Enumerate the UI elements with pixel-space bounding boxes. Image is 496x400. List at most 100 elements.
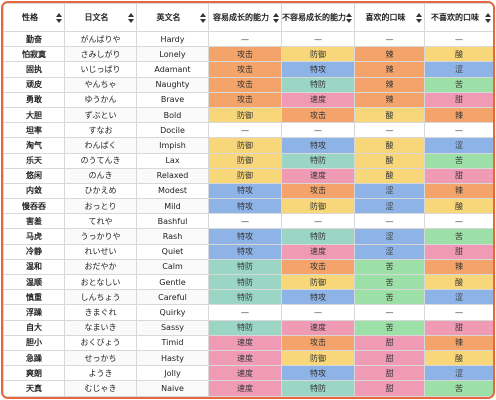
disliked-flavor-cell: 甜 xyxy=(424,243,493,260)
nature-cell: 固执 xyxy=(3,61,65,78)
japanese-name-cell: ゆうかん xyxy=(64,91,137,108)
table-row: 温和 おだやか Calm 特防 攻击苦辣 xyxy=(3,258,493,276)
nature-cell: 勇敢 xyxy=(3,91,65,108)
japanese-name-cell: のんき xyxy=(64,167,137,184)
nature-cell: 天真 xyxy=(3,380,65,397)
disliked-flavor-cell: 涩 xyxy=(424,365,493,382)
japanese-name-cell: ようき xyxy=(64,365,137,382)
liked-flavor-cell: 酸 xyxy=(354,106,425,124)
english-name-cell: Timid xyxy=(136,334,209,351)
liked-flavor-cell: 苦 xyxy=(354,289,425,306)
japanese-name-cell: むじゃき xyxy=(64,380,137,397)
liked-flavor-cell: 涩 xyxy=(354,243,425,260)
liked-flavor-cell: 辣 xyxy=(354,61,425,78)
english-name-cell: Brave xyxy=(136,91,209,108)
nature-cell: 淘气 xyxy=(3,137,65,154)
disliked-flavor-cell: 苦 xyxy=(424,380,493,397)
increased-stat-cell: 特防 xyxy=(208,273,282,291)
decreased-stat-cell: 攻击 xyxy=(281,334,355,351)
increased-stat-cell: — xyxy=(208,30,282,48)
japanese-name-cell: のうてんき xyxy=(64,152,137,169)
disliked-flavor-cell: 辣 xyxy=(424,334,493,351)
liked-flavor-cell: — xyxy=(354,122,425,139)
increased-stat-cell: — xyxy=(208,213,282,230)
nature-cell: 浮躁 xyxy=(3,304,65,321)
nature-table: 性格 日文名 英文名 容易成长的能力 不容易成长的能力 喜欢的口味 不喜欢的口味… xyxy=(3,3,493,397)
table-row: 大胆 ずぶとい Bold 防御 攻击酸辣 xyxy=(3,106,493,124)
increased-stat-cell: 防御 xyxy=(208,167,282,184)
sort-icon[interactable] xyxy=(56,12,62,23)
column-header-liked-flavor[interactable]: 喜欢的口味 xyxy=(354,3,425,32)
column-header-increased-stat[interactable]: 容易成长的能力 xyxy=(208,3,282,32)
japanese-name-cell: きまぐれ xyxy=(64,304,137,321)
liked-flavor-cell: 甜 xyxy=(354,349,425,367)
table-row: 天真 むじゃき Naive 速度 特防甜苦 xyxy=(3,380,493,397)
column-header-english-name[interactable]: 英文名 xyxy=(136,3,209,32)
liked-flavor-cell: 涩 xyxy=(354,182,425,200)
nature-cell: 悠闲 xyxy=(3,167,65,184)
sort-icon[interactable] xyxy=(128,12,134,23)
english-name-cell: Lonely xyxy=(136,46,209,63)
table-row: 浮躁 きまぐれ Quirky — — — — xyxy=(3,304,493,321)
japanese-name-cell: おだやか xyxy=(64,258,137,276)
column-header-decreased-stat[interactable]: 不容易成长的能力 xyxy=(281,3,355,32)
sort-icon[interactable] xyxy=(416,12,422,23)
sort-icon[interactable] xyxy=(200,12,206,23)
table-row: 坦率 すなお Docile — — — — xyxy=(3,122,493,139)
japanese-name-cell: なまいき xyxy=(64,319,137,336)
liked-flavor-cell: — xyxy=(354,395,425,397)
liked-flavor-cell: 涩 xyxy=(354,228,425,245)
table-row: 顽皮 やんちゃ Naughty 攻击 特防辣苦 xyxy=(3,76,493,93)
table-row: 冷静 れいせい Quiet 特攻 速度涩甜 xyxy=(3,243,493,260)
disliked-flavor-cell: 甜 xyxy=(424,91,493,108)
english-name-cell: Hardy xyxy=(136,30,209,48)
increased-stat-cell: 防御 xyxy=(208,106,282,124)
english-name-cell: Relaxed xyxy=(136,167,209,184)
english-name-cell: Rash xyxy=(136,228,209,245)
table-row: 害羞 てれや Bashful — — — — xyxy=(3,213,493,230)
nature-cell: 怕寂寞 xyxy=(3,46,65,63)
decreased-stat-cell: 防御 xyxy=(281,273,355,291)
sort-icon[interactable] xyxy=(273,12,279,23)
table-row: 淘气 わんぱく Impish 防御 特攻酸涩 xyxy=(3,137,493,154)
column-header-nature[interactable]: 性格 xyxy=(3,3,65,32)
japanese-name-cell: れいせい xyxy=(64,243,137,260)
increased-stat-cell: — xyxy=(208,122,282,139)
english-name-cell: Mild xyxy=(136,198,209,215)
table-row: 内敛 ひかえめ Modest 特攻 攻击涩辣 xyxy=(3,182,493,200)
english-name-cell: Quirky xyxy=(136,304,209,321)
liked-flavor-cell: 酸 xyxy=(354,137,425,154)
nature-cell: 慢吞吞 xyxy=(3,198,65,215)
english-name-cell: Bashful xyxy=(136,213,209,230)
table-row: 自大 なまいき Sassy 特防 速度苦甜 xyxy=(3,319,493,336)
japanese-name-cell: せっかち xyxy=(64,349,137,367)
sort-icon[interactable] xyxy=(346,12,352,23)
column-header-japanese-name[interactable]: 日文名 xyxy=(64,3,137,32)
decreased-stat-cell: 攻击 xyxy=(281,106,355,124)
disliked-flavor-cell: — xyxy=(424,395,493,397)
liked-flavor-cell: 甜 xyxy=(354,365,425,382)
disliked-flavor-cell: 辣 xyxy=(424,182,493,200)
liked-flavor-cell: — xyxy=(354,304,425,321)
disliked-flavor-cell: 辣 xyxy=(424,106,493,124)
table-row: 慎重 しんちょう Careful 特防 特攻苦涩 xyxy=(3,289,493,306)
decreased-stat-cell: 特防 xyxy=(281,228,355,245)
table-row: 悠闲 のんき Relaxed 防御 速度酸甜 xyxy=(3,167,493,184)
table-row: 温顺 おとなしい Gentle 特防 防御苦酸 xyxy=(3,273,493,291)
japanese-name-cell: まじめ xyxy=(64,395,137,397)
table-row: 怕寂寞 さみしがり Lonely 攻击 防御辣酸 xyxy=(3,46,493,63)
liked-flavor-cell: 甜 xyxy=(354,334,425,351)
nature-cell: 大胆 xyxy=(3,106,65,124)
column-header-disliked-flavor[interactable]: 不喜欢的口味 xyxy=(424,3,493,32)
japanese-name-cell: わんぱく xyxy=(64,137,137,154)
header-row: 性格 日文名 英文名 容易成长的能力 不容易成长的能力 喜欢的口味 不喜欢的口味 xyxy=(3,3,493,32)
sort-icon[interactable] xyxy=(485,12,491,23)
increased-stat-cell: 攻击 xyxy=(208,61,282,78)
liked-flavor-cell: 甜 xyxy=(354,380,425,397)
decreased-stat-cell: 特攻 xyxy=(281,137,355,154)
english-name-cell: Gentle xyxy=(136,273,209,291)
decreased-stat-cell: 特防 xyxy=(281,152,355,169)
nature-cell: 马虎 xyxy=(3,228,65,245)
nature-cell: 温和 xyxy=(3,258,65,276)
nature-cell: 顽皮 xyxy=(3,76,65,93)
